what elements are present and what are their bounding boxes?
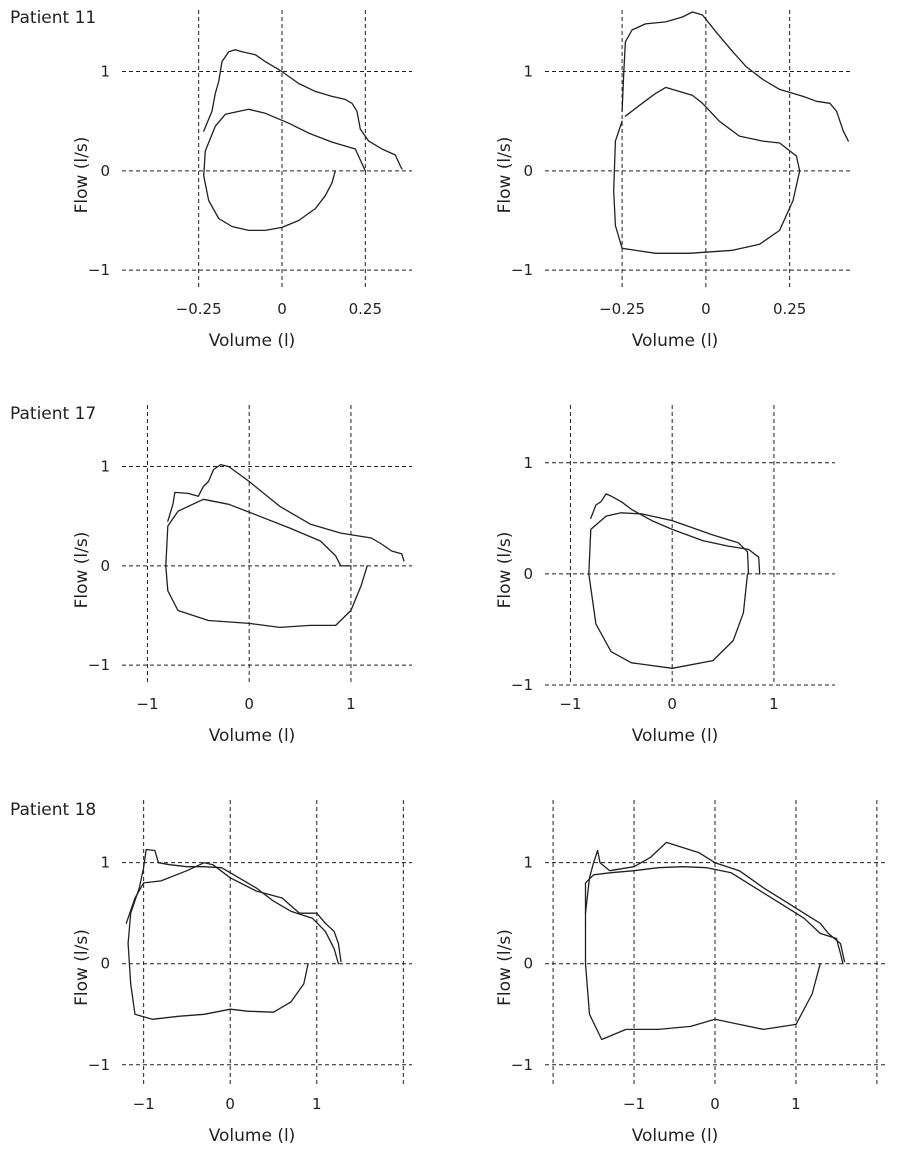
flow-volume-curve-1 [125, 862, 342, 963]
y-tick-label: 1 [100, 854, 110, 872]
y-axis-label: Flow (l/s) [72, 532, 92, 609]
x-tick-label: 0 [701, 300, 711, 318]
patient-17-label: Patient 17 [10, 404, 97, 424]
x-axis-label: Volume (l) [632, 331, 719, 351]
x-tick-label: −1 [136, 695, 158, 713]
y-axis-label: Flow (l/s) [72, 137, 92, 214]
x-tick-label: 0 [710, 1095, 720, 1113]
y-tick-label: −1 [88, 1056, 110, 1074]
patient-18-label: Patient 18 [10, 800, 97, 820]
y-tick-label: 0 [100, 955, 110, 973]
flow-volume-curve-2 [167, 463, 405, 562]
y-tick-label: 1 [523, 63, 533, 81]
panel-1: −0.25 0 0.25 −1 0 1 Volume (l) Flow (l/s) [72, 10, 412, 351]
x-tick-label: 0 [277, 300, 287, 318]
y-tick-label: −1 [511, 676, 533, 694]
panel-5: −1 0 1 −1 0 1 Volume (l) Flow (l/s) [72, 800, 412, 1146]
x-tick-label: 0.25 [773, 300, 806, 318]
x-tick-label: 0.25 [349, 300, 382, 318]
y-tick-label: 0 [523, 955, 533, 973]
panel-6: −1 0 1 −1 0 1 Volume (l) Flow (l/s) [495, 800, 885, 1146]
y-axis-label: Flow (l/s) [495, 532, 515, 609]
flow-volume-curve-1 [203, 108, 366, 232]
x-tick-label: −1 [133, 1095, 155, 1113]
y-tick-label: 1 [523, 854, 533, 872]
x-axis-label: Volume (l) [632, 1126, 719, 1146]
y-tick-label: 1 [100, 63, 110, 81]
x-tick-label: 0 [225, 1095, 235, 1113]
flow-volume-curve-3 [127, 867, 309, 1020]
y-tick-label: 1 [523, 454, 533, 472]
x-tick-label: −1 [559, 695, 581, 713]
x-tick-label: −0.25 [599, 300, 645, 318]
x-tick-label: 1 [791, 1095, 801, 1113]
x-tick-label: 0 [667, 695, 677, 713]
y-axis-label: Flow (l/s) [72, 929, 92, 1006]
flow-volume-curve-2 [613, 86, 801, 254]
y-tick-label: 1 [100, 458, 110, 476]
x-tick-label: 0 [244, 695, 254, 713]
panel-2: −0.25 0 0.25 −1 0 1 Volume (l) Flow (l/s) [495, 10, 850, 351]
x-tick-label: 1 [312, 1095, 322, 1113]
y-tick-label: −1 [88, 656, 110, 674]
x-axis-label: Volume (l) [632, 726, 719, 746]
y-tick-label: 0 [523, 565, 533, 583]
y-tick-label: 0 [523, 162, 533, 180]
x-axis-label: Volume (l) [209, 1126, 296, 1146]
flow-volume-curve-2 [203, 49, 403, 170]
x-tick-label: 1 [346, 695, 356, 713]
flow-volume-curve-2 [142, 848, 340, 965]
y-tick-label: 0 [100, 557, 110, 575]
panel-3: −1 0 1 −1 0 1 Volume (l) Flow (l/s) [72, 405, 412, 746]
patient-11-label: Patient 11 [10, 8, 97, 28]
y-tick-label: −1 [511, 1056, 533, 1074]
x-axis-label: Volume (l) [209, 726, 296, 746]
y-tick-label: −1 [511, 261, 533, 279]
x-axis-label: Volume (l) [209, 331, 296, 351]
flow-volume-curve-3 [584, 922, 821, 1041]
y-tick-label: −1 [88, 261, 110, 279]
flow-volume-curve-2 [584, 866, 844, 965]
y-axis-label: Flow (l/s) [495, 929, 515, 1006]
x-tick-label: −1 [623, 1095, 645, 1113]
flow-volume-curve-1 [590, 493, 761, 575]
panel-4: −1 0 1 −1 0 1 Volume (l) Flow (l/s) [495, 405, 835, 746]
flow-volume-curve-1 [621, 11, 849, 142]
x-tick-label: −0.25 [176, 300, 222, 318]
x-tick-label: 1 [769, 695, 779, 713]
y-tick-label: 0 [100, 162, 110, 180]
y-axis-label: Flow (l/s) [495, 137, 515, 214]
flow-volume-curve-1 [584, 841, 846, 963]
flow-volume-curve-2 [588, 512, 750, 669]
flow-volume-curve-1 [165, 498, 368, 629]
